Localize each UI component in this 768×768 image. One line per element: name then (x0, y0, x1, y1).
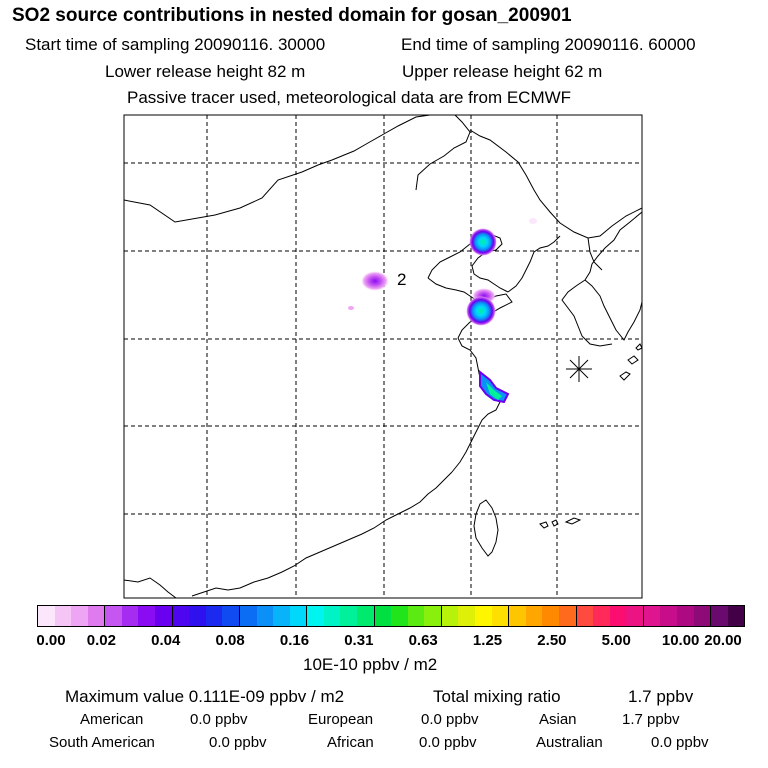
colorbar (37, 605, 745, 627)
colorbar-swatch (475, 606, 492, 626)
colorbar-tick-label: 1.25 (472, 632, 503, 649)
colorbar-tick-label: 5.00 (601, 632, 631, 649)
region-value: 0.0 ppbv (419, 734, 477, 751)
plume-coast-core (486, 382, 502, 400)
region-value: 0.0 ppbv (190, 711, 248, 728)
colorbar-swatch (727, 606, 745, 626)
plume-coast (479, 369, 510, 404)
region-name: European (308, 711, 374, 728)
colorbar-swatch (340, 606, 357, 626)
region-value: 0.0 ppbv (421, 711, 479, 728)
region-name: South American (49, 734, 155, 751)
region-name: Australian (536, 734, 603, 751)
plume-bay (466, 296, 496, 326)
colorbar-swatch (391, 606, 408, 626)
plot-title: SO2 source contributions in nested domai… (12, 5, 572, 26)
tracer-note: Passive tracer used, meteorological data… (127, 88, 572, 107)
colorbar-tick-label: 2.50 (537, 632, 567, 649)
lower-release-label: Lower release height 82 m (105, 62, 306, 81)
start-time-label: Start time of sampling 20090116. 30000 (25, 35, 326, 54)
colorbar-swatch (593, 606, 610, 626)
colorbar-swatch (424, 606, 442, 626)
region-value: 0.0 ppbv (651, 734, 709, 751)
colorbar-swatch (525, 606, 543, 626)
colorbar-swatch (105, 606, 122, 626)
plume-north (469, 228, 497, 256)
colorbar-swatch (273, 606, 290, 626)
total-mixing-value: 1.7 ppbv (628, 687, 694, 706)
region-name: African (327, 734, 374, 751)
colorbar-swatch (121, 606, 139, 626)
colorbar-swatch (542, 606, 559, 626)
colorbar-tick-label: 0.08 (215, 632, 245, 649)
colorbar-swatch (239, 606, 257, 626)
colorbar-swatch (138, 606, 156, 626)
colorbar-swatch (172, 606, 190, 626)
colorbar-swatch (189, 606, 206, 626)
colorbar-swatch (71, 606, 88, 626)
colorbar-tick-label: 20.00 (704, 632, 742, 649)
plume-speck (348, 306, 354, 310)
colorbar-swatch (356, 606, 375, 626)
region-name: Asian (539, 711, 577, 728)
colorbar-swatch (441, 606, 459, 626)
colorbar-swatch (222, 606, 240, 626)
colorbar-tick-label: 0.02 (86, 632, 116, 649)
colorbar-swatch (609, 606, 627, 626)
region-name: American (80, 711, 144, 728)
colorbar-swatch (660, 606, 677, 626)
colorbar-swatch (407, 606, 425, 626)
concentration-plumes (348, 218, 537, 404)
colorbar-swatch (307, 606, 324, 626)
colorbar-tick-label: 0.16 (279, 632, 310, 649)
colorbar-swatch (558, 606, 577, 626)
colorbar-swatch (87, 606, 106, 626)
colorbar-swatch (289, 606, 308, 626)
region-value: 1.7 ppbv (622, 711, 680, 728)
colorbar-swatch (626, 606, 644, 626)
colorbar-swatch (205, 606, 223, 626)
max-value-label: Maximum value 0.111E-09 ppbv / m2 (65, 687, 345, 706)
receptor-star-icon (566, 356, 592, 382)
colorbar-swatch (491, 606, 510, 626)
end-time-label: End time of sampling 20090116. 60000 (401, 35, 696, 54)
colorbar-swatch (693, 606, 712, 626)
colorbar-tick-label: 0.63 (408, 632, 438, 649)
plume-faint (529, 218, 537, 224)
lat-lon-grid (124, 115, 642, 598)
colorbar-swatch (38, 606, 55, 626)
upper-release-label: Upper release height 62 m (402, 62, 603, 81)
colorbar-swatch (676, 606, 694, 626)
colorbar-unit: 10E-10 ppbv / m2 (303, 655, 438, 674)
map-frame (123, 114, 643, 599)
colorbar-swatch (458, 606, 476, 626)
colorbar-swatch (509, 606, 526, 626)
colorbar-swatch (323, 606, 341, 626)
country-borders (123, 114, 643, 271)
colorbar-swatch (711, 606, 728, 626)
colorbar-tick-label: 0.00 (36, 632, 66, 649)
colorbar-swatch (576, 606, 594, 626)
plume-inland (361, 271, 389, 291)
colorbar-swatch (643, 606, 661, 626)
colorbar-tick-label: 0.04 (151, 632, 181, 649)
region-value: 0.0 ppbv (209, 734, 267, 751)
colorbar-swatch (256, 606, 274, 626)
total-mixing-label: Total mixing ratio (433, 687, 561, 706)
colorbar-tick-label: 10.00 (661, 632, 700, 649)
colorbar-swatch (54, 606, 72, 626)
colorbar-swatch (155, 606, 173, 626)
point-label: 2 (397, 270, 406, 289)
colorbar-tick-label: 0.31 (344, 632, 374, 649)
colorbar-swatch (374, 606, 392, 626)
